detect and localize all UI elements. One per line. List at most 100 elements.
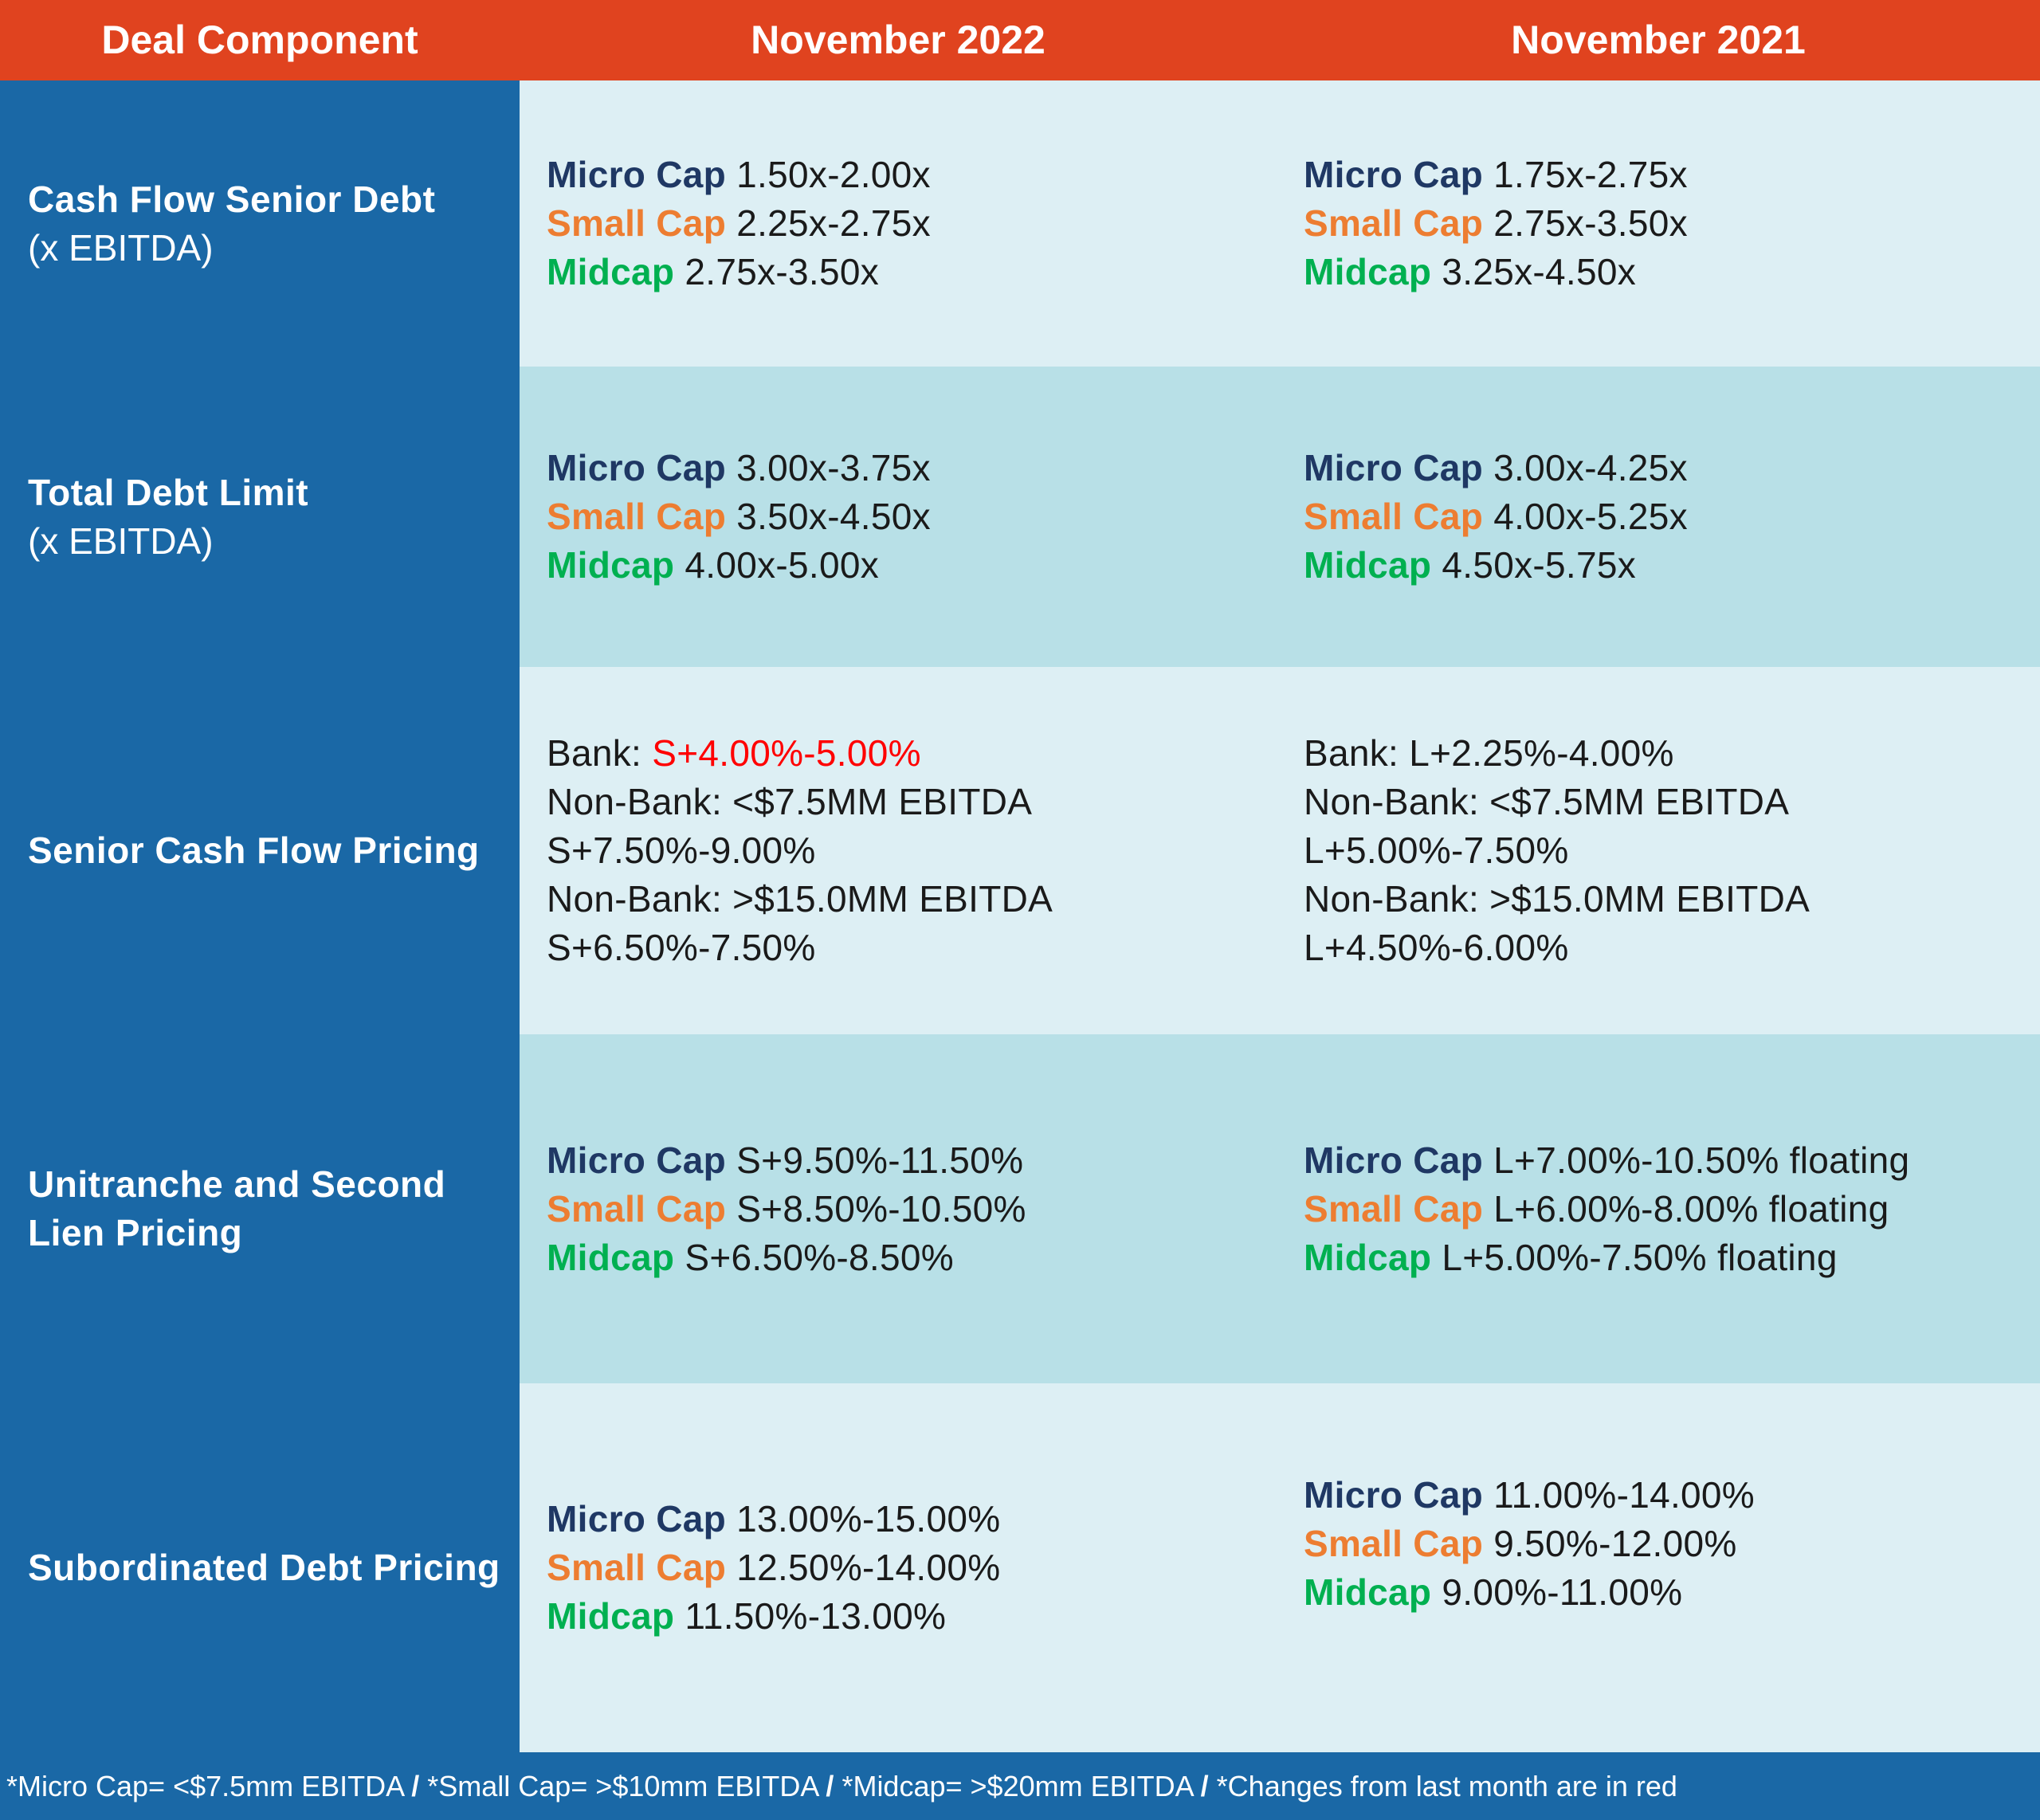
small-cap-label: Small Cap xyxy=(1304,496,1484,537)
small-cap-value: 4.00x-5.25x xyxy=(1493,496,1688,537)
bank-prefix: Bank: xyxy=(1304,732,1410,774)
nonbank-large-ebitda-pricing: Non-Bank: >$15.0MM EBITDA L+4.50%-6.00% xyxy=(1304,878,1808,968)
nonbank-large-ebitda-pricing: Non-Bank: >$15.0MM EBITDA S+6.50%-7.50% xyxy=(547,878,1051,968)
micro-cap-value: 1.75x-2.75x xyxy=(1493,154,1688,195)
footnote-small-cap: *Small Cap= >$10mm EBITDA xyxy=(419,1770,826,1802)
midcap-line: Midcap 4.50x-5.75x xyxy=(1304,541,2024,590)
micro-cap-label: Micro Cap xyxy=(1304,1139,1484,1181)
nonbank-small-ebitda-pricing: Non-Bank: <$7.5MM EBITDA L+5.00%-7.50% xyxy=(1304,781,1787,871)
small-cap-label: Small Cap xyxy=(1304,1523,1484,1564)
small-cap-line: Small Cap 9.50%-12.00% xyxy=(1304,1520,2024,1568)
micro-cap-line: Micro Cap 11.00%-14.00% xyxy=(1304,1471,2024,1520)
micro-cap-value: 3.00x-4.25x xyxy=(1493,447,1688,488)
small-cap-line: Small Cap 12.50%-14.00% xyxy=(547,1543,1261,1592)
midcap-label: Midcap xyxy=(547,251,675,292)
row-total-debt-limit: Total Debt Limit (x EBITDA) Micro Cap 3.… xyxy=(0,367,2040,667)
footnote-separator: / xyxy=(826,1770,834,1802)
midcap-value: 3.25x-4.50x xyxy=(1442,251,1637,292)
midcap-label: Midcap xyxy=(547,1595,675,1637)
small-cap-value: L+6.00%-8.00% floating xyxy=(1493,1187,1889,1230)
header-november-2021: November 2021 xyxy=(1511,18,1806,62)
micro-cap-line: Micro Cap 1.50x-2.00x xyxy=(547,151,1261,199)
micro-cap-label: Micro Cap xyxy=(1304,1474,1484,1516)
small-cap-value: 2.25x-2.75x xyxy=(736,202,931,244)
row-label: Unitranche and Second Lien Pricing xyxy=(0,1034,520,1383)
small-cap-label: Small Cap xyxy=(547,1187,727,1230)
micro-cap-line: Micro Cap L+7.00%-10.50% floating xyxy=(1304,1136,2024,1185)
small-cap-value: 12.50%-14.00% xyxy=(736,1547,1001,1588)
micro-cap-line: Micro Cap 3.00x-4.25x xyxy=(1304,444,2024,492)
footnote-micro-cap: *Micro Cap= <$7.5mm EBITDA xyxy=(6,1770,412,1802)
row-label-title-line2: Lien Pricing xyxy=(28,1212,243,1253)
micro-cap-value: L+7.00%-10.50% floating xyxy=(1493,1139,1910,1181)
midcap-value: 4.50x-5.75x xyxy=(1442,544,1637,586)
cell-nov-2022: Micro Cap 1.50x-2.00x Small Cap 2.25x-2.… xyxy=(520,80,1277,367)
row-label-subtitle: (x EBITDA) xyxy=(28,520,214,562)
midcap-line: Midcap 3.25x-4.50x xyxy=(1304,248,2024,296)
row-label: Senior Cash Flow Pricing xyxy=(0,667,520,1034)
midcap-label: Midcap xyxy=(1304,1571,1432,1613)
small-cap-line: Small Cap 3.50x-4.50x xyxy=(547,492,1261,541)
footnote-separator: / xyxy=(411,1770,420,1802)
row-senior-cash-flow-pricing: Senior Cash Flow Pricing Bank: S+4.00%-5… xyxy=(0,667,2040,1034)
micro-cap-line: Micro Cap S+9.50%-11.50% xyxy=(547,1136,1261,1185)
header-deal-component: Deal Component xyxy=(101,18,418,62)
midcap-line: Midcap 2.75x-3.50x xyxy=(547,248,1261,296)
midcap-label: Midcap xyxy=(547,544,675,586)
micro-cap-value: 13.00%-15.00% xyxy=(736,1498,1001,1540)
midcap-line: Midcap 11.50%-13.00% xyxy=(547,1592,1261,1641)
row-label: Cash Flow Senior Debt (x EBITDA) xyxy=(0,80,520,367)
row-label-title: Senior Cash Flow Pricing xyxy=(28,830,480,871)
midcap-label: Midcap xyxy=(1304,1236,1432,1278)
row-subordinated-debt-pricing: Subordinated Debt Pricing Micro Cap 13.0… xyxy=(0,1383,2040,1752)
micro-cap-line: Micro Cap 1.75x-2.75x xyxy=(1304,151,2024,199)
footnote-separator: / xyxy=(1200,1770,1209,1802)
bank-pricing-line: Bank: S+4.00%-5.00% xyxy=(547,729,1261,778)
row-label-title: Cash Flow Senior Debt xyxy=(28,178,436,220)
midcap-value: 2.75x-3.50x xyxy=(685,251,880,292)
midcap-value: 9.00%-11.00% xyxy=(1442,1571,1683,1613)
small-cap-value: 2.75x-3.50x xyxy=(1493,202,1688,244)
midcap-value: 4.00x-5.00x xyxy=(685,544,880,586)
footnote-changes-note: *Changes from last month are in red xyxy=(1208,1770,1677,1802)
footnote: *Micro Cap= <$7.5mm EBITDA / *Small Cap=… xyxy=(0,1752,2040,1820)
bank-pricing-value: L+2.25%-4.00% xyxy=(1409,732,1674,774)
small-cap-label: Small Cap xyxy=(1304,1187,1484,1230)
micro-cap-label: Micro Cap xyxy=(547,447,727,488)
cell-nov-2022: Bank: S+4.00%-5.00% Non-Bank: <$7.5MM EB… xyxy=(520,667,1277,1034)
micro-cap-line: Micro Cap 3.00x-3.75x xyxy=(547,444,1261,492)
midcap-value: L+5.00%-7.50% floating xyxy=(1442,1236,1838,1278)
small-cap-label: Small Cap xyxy=(1304,202,1484,244)
midcap-label: Midcap xyxy=(1304,251,1432,292)
bank-pricing-line: Bank: L+2.25%-4.00% xyxy=(1304,729,2024,778)
midcap-line: Midcap S+6.50%-8.50% xyxy=(547,1234,1261,1282)
micro-cap-label: Micro Cap xyxy=(547,154,727,195)
cell-nov-2022: Micro Cap 13.00%-15.00% Small Cap 12.50%… xyxy=(520,1383,1277,1752)
row-label-title-line1: Unitranche and Second xyxy=(28,1163,446,1205)
midcap-value: S+6.50%-8.50% xyxy=(685,1236,954,1278)
micro-cap-label: Micro Cap xyxy=(547,1139,727,1181)
micro-cap-line: Micro Cap 13.00%-15.00% xyxy=(547,1495,1261,1543)
row-label: Total Debt Limit (x EBITDA) xyxy=(0,367,520,667)
cell-nov-2021: Micro Cap 1.75x-2.75x Small Cap 2.75x-3.… xyxy=(1277,80,2040,367)
micro-cap-label: Micro Cap xyxy=(1304,447,1484,488)
small-cap-value: 9.50%-12.00% xyxy=(1493,1523,1737,1564)
small-cap-line: Small Cap 4.00x-5.25x xyxy=(1304,492,2024,541)
deal-component-column xyxy=(0,80,520,1752)
small-cap-label: Small Cap xyxy=(547,1547,727,1588)
cell-nov-2021: Micro Cap 3.00x-4.25x Small Cap 4.00x-5.… xyxy=(1277,367,2040,667)
small-cap-label: Small Cap xyxy=(547,202,727,244)
row-label-subtitle: (x EBITDA) xyxy=(28,226,214,269)
micro-cap-value: S+9.50%-11.50% xyxy=(736,1139,1024,1181)
cell-nov-2021: Bank: L+2.25%-4.00% Non-Bank: <$7.5MM EB… xyxy=(1277,667,2040,1034)
small-cap-value: 3.50x-4.50x xyxy=(736,496,931,537)
table-header: Deal Component November 2022 November 20… xyxy=(0,0,2040,80)
row-label-title: Total Debt Limit xyxy=(28,471,309,513)
micro-cap-value: 11.00%-14.00% xyxy=(1493,1474,1756,1516)
micro-cap-value: 1.50x-2.00x xyxy=(736,154,931,195)
small-cap-label: Small Cap xyxy=(547,496,727,537)
small-cap-line: Small Cap S+8.50%-10.50% xyxy=(547,1185,1261,1234)
midcap-label: Midcap xyxy=(547,1236,675,1278)
nonbank-small-ebitda-pricing: Non-Bank: <$7.5MM EBITDA S+7.50%-9.00% xyxy=(547,781,1030,871)
